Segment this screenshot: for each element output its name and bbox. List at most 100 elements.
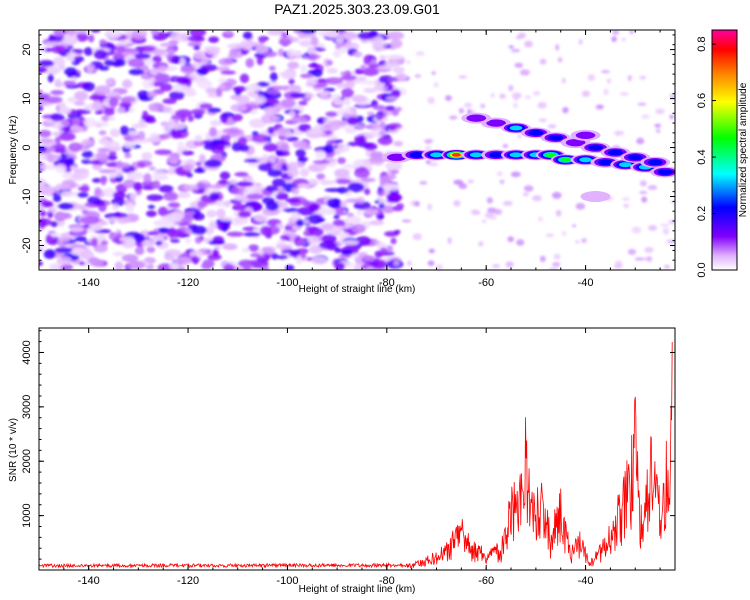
noise-blob	[62, 35, 79, 46]
noise-blob	[288, 78, 295, 86]
noise-blob	[73, 55, 85, 63]
noise-blob	[289, 110, 296, 118]
noise-blob	[427, 260, 435, 267]
noise-blob	[206, 47, 220, 56]
noise-blob	[315, 149, 326, 160]
noise-blob	[227, 53, 243, 59]
top-y-tick-label: -20	[21, 238, 33, 254]
colorbar-label: Normalized spectral amplitude	[738, 82, 749, 217]
noise-blob	[67, 97, 78, 104]
noise-blob	[53, 30, 68, 37]
noise-blob	[189, 30, 207, 37]
noise-blob	[63, 191, 73, 196]
noise-blob	[396, 106, 402, 112]
noise-blob	[622, 197, 630, 201]
noise-blob	[245, 83, 262, 93]
noise-blob	[305, 226, 320, 231]
noise-blob	[308, 214, 324, 225]
noise-blob	[332, 49, 342, 58]
noise-blob	[47, 73, 54, 83]
noise-blob	[360, 177, 376, 182]
noise-blob	[53, 56, 66, 67]
noise-blob	[268, 65, 276, 71]
signal-blob	[545, 152, 557, 158]
noise-blob	[287, 167, 299, 178]
noise-blob	[52, 154, 61, 161]
noise-blob	[445, 95, 452, 102]
noise-blob	[307, 69, 317, 75]
noise-blob	[117, 162, 130, 169]
noise-blob	[514, 62, 524, 68]
noise-blob	[260, 226, 272, 236]
noise-blob	[266, 88, 280, 95]
noise-blob	[137, 90, 150, 100]
noise-blob	[57, 101, 66, 107]
noise-blob	[363, 208, 379, 215]
noise-blob	[125, 202, 135, 213]
noise-blob	[379, 121, 386, 130]
noise-blob	[272, 162, 282, 170]
noise-blob	[142, 110, 149, 119]
noise-blob	[187, 115, 194, 122]
noise-blob	[71, 172, 81, 180]
noise-blob	[545, 233, 555, 237]
noise-blob	[208, 240, 226, 245]
noise-blob	[89, 222, 103, 232]
noise-blob	[105, 78, 114, 85]
noise-blob	[518, 32, 527, 39]
noise-blob	[256, 81, 270, 87]
noise-blob	[147, 231, 159, 236]
noise-blob	[128, 68, 145, 76]
noise-blob	[316, 173, 326, 180]
noise-blob	[146, 194, 164, 202]
noise-blob	[229, 179, 238, 185]
noise-blob	[143, 173, 152, 184]
noise-blob	[385, 95, 398, 101]
noise-blob	[248, 244, 260, 252]
noise-blob	[72, 117, 81, 125]
noise-blob	[126, 171, 144, 181]
noise-blob	[106, 154, 118, 161]
noise-blob	[353, 51, 363, 58]
noise-blob	[638, 191, 648, 195]
noise-blob	[45, 96, 63, 104]
noise-blob	[256, 157, 272, 163]
noise-blob	[193, 50, 208, 60]
noise-blob	[263, 51, 278, 58]
noise-blob	[208, 36, 220, 43]
noise-blob	[235, 95, 250, 104]
noise-blob	[184, 211, 196, 216]
noise-blob	[363, 55, 370, 65]
noise-blob	[282, 230, 295, 235]
noise-blob	[39, 89, 44, 96]
noise-blob	[532, 195, 542, 202]
noise-blob	[364, 142, 378, 151]
noise-blob	[50, 221, 59, 228]
noise-blob	[152, 170, 168, 180]
noise-blob	[211, 184, 223, 190]
noise-blob	[127, 58, 145, 68]
noise-blob	[631, 226, 642, 234]
noise-blob	[363, 87, 377, 94]
noise-blob	[145, 210, 157, 217]
noise-blob	[427, 203, 433, 211]
noise-blob	[93, 243, 108, 253]
noise-blob	[310, 36, 319, 47]
top-y-tick-label: -10	[21, 189, 33, 205]
noise-blob	[647, 225, 658, 231]
noise-blob	[419, 180, 428, 185]
noise-blob	[121, 254, 139, 263]
noise-blob	[596, 104, 604, 109]
noise-blob	[207, 107, 222, 113]
snr-frame	[38, 327, 676, 571]
noise-blob	[340, 83, 351, 88]
noise-blob	[123, 179, 136, 189]
noise-blob	[307, 53, 318, 61]
noise-blob	[217, 84, 226, 90]
noise-blob	[481, 219, 487, 224]
bottom-y-tick-label: 2000	[21, 449, 33, 473]
noise-blob	[101, 114, 109, 122]
colorbar-frame	[711, 29, 738, 271]
noise-blob	[77, 186, 90, 192]
noise-blob	[342, 163, 361, 169]
